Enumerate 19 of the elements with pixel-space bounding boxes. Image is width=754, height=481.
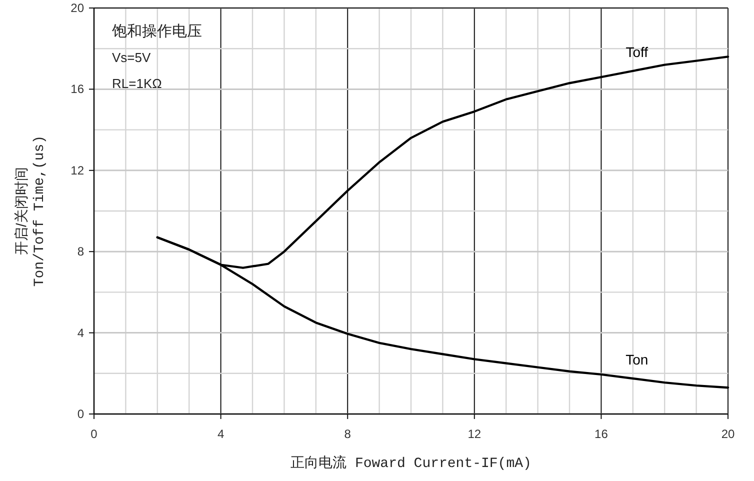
series-label: Toff (626, 44, 648, 60)
x-tick-label: 8 (344, 427, 352, 441)
annotation: 饱和操作电压 (111, 23, 202, 40)
x-tick-label: 12 (468, 427, 482, 441)
x-tick-label: 4 (217, 427, 224, 441)
y-tick-label: 4 (77, 326, 84, 340)
y-tick-label: 20 (70, 1, 84, 15)
x-axis-title: 正向电流 Foward Current-IF(mA) (290, 455, 532, 472)
y-axis-title: 开启/关闭时间 Ton/Toff Time,(us) (13, 135, 48, 287)
y-tick-label: 8 (77, 244, 84, 259)
annotation: Vs=5V (112, 50, 151, 65)
series-label: Ton (626, 351, 648, 368)
x-tick-label: 20 (721, 427, 735, 441)
x-tick-label: 0 (90, 427, 98, 441)
y-tick-label: 16 (70, 82, 84, 96)
x-tick-label: 16 (594, 427, 608, 441)
annotation: RL=1KΩ (112, 76, 162, 91)
y-tick-label: 0 (77, 407, 84, 421)
y-tick-label: 12 (70, 163, 84, 178)
